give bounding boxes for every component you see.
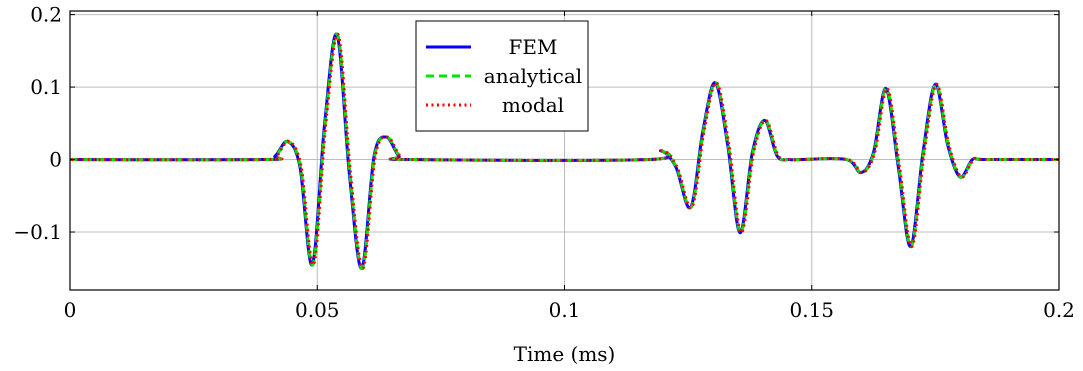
- y-tick-label: 0.1: [30, 75, 62, 99]
- y-tick-label: 0.2: [30, 3, 62, 27]
- x-axis: 0 0.05 0.1 0.15 0.2: [64, 11, 1075, 322]
- x-tick-label: 0.15: [789, 298, 834, 322]
- y-tick-label: −0.1: [13, 220, 62, 244]
- series-lines: [69, 32, 1061, 270]
- series-line-analytical: [70, 32, 1060, 270]
- legend: FEM analytical modal: [415, 20, 589, 132]
- legend-label-analytical: analytical: [484, 64, 582, 88]
- x-axis-label: Time (ms): [514, 342, 616, 366]
- legend-label-modal: modal: [502, 93, 564, 117]
- legend-label-fem: FEM: [509, 35, 558, 59]
- x-tick-label: 0: [64, 298, 77, 322]
- y-axis: −0.1 0 0.1 0.2: [13, 3, 1059, 244]
- x-tick-label: 0.2: [1043, 298, 1075, 322]
- y-tick-label: 0: [49, 148, 62, 172]
- x-tick-label: 0.05: [295, 298, 340, 322]
- x-tick-label: 0.1: [549, 298, 581, 322]
